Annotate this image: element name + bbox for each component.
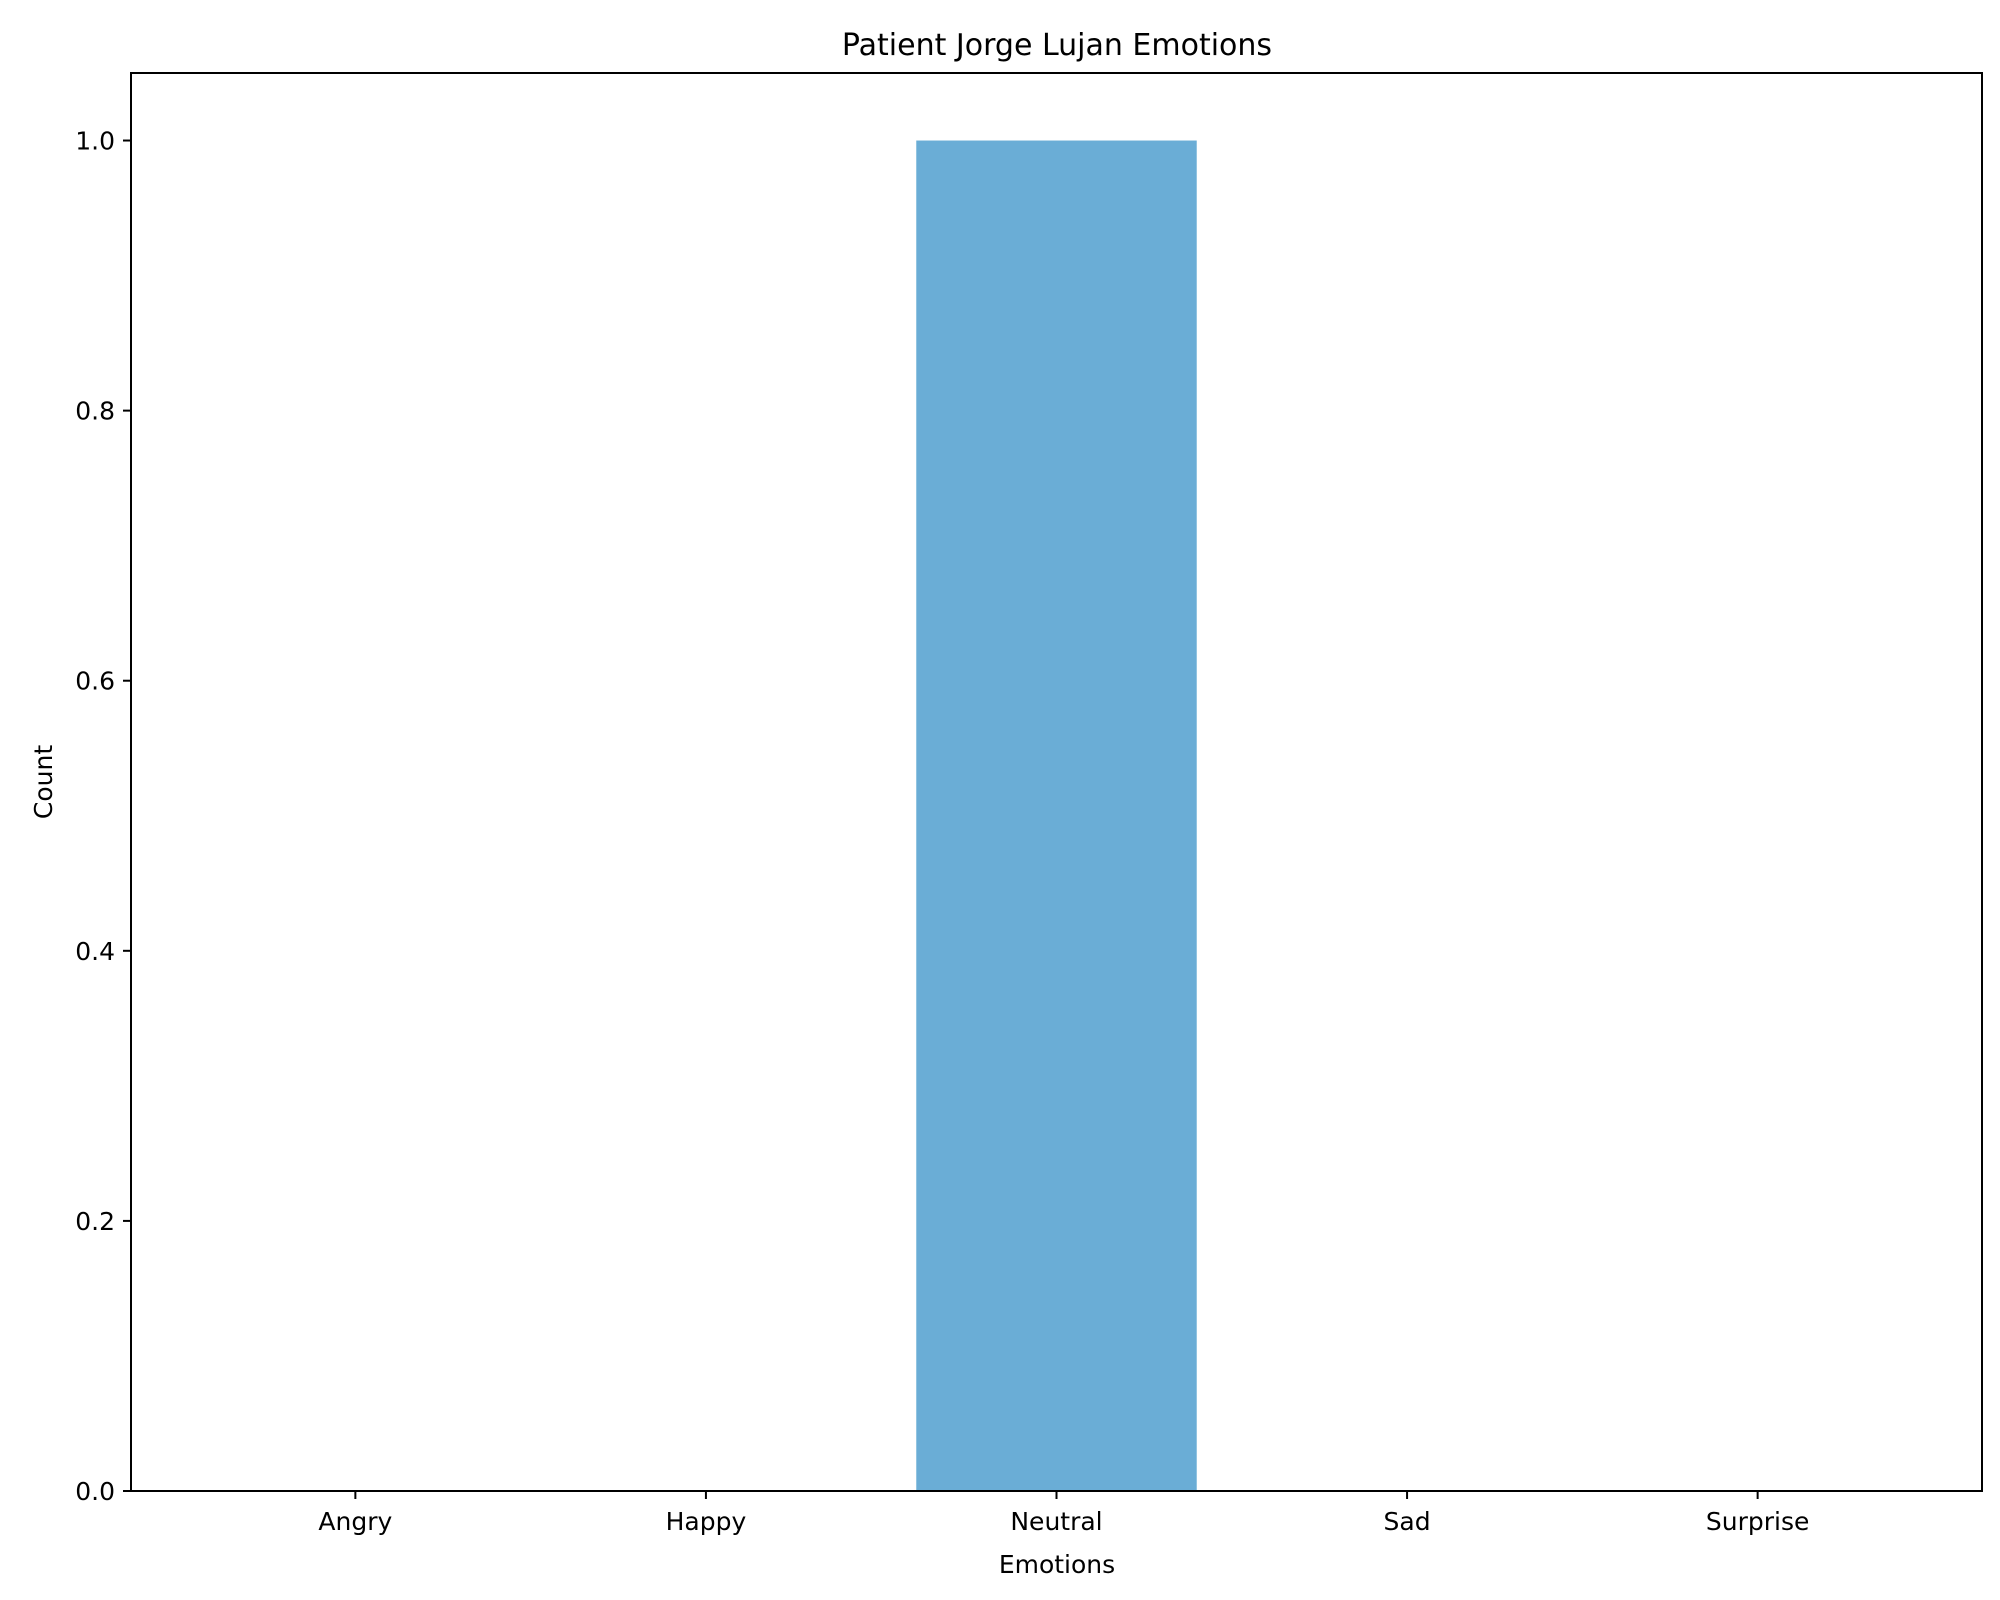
y-axis-label: Count [29, 745, 58, 819]
y-tick-label: 0.6 [75, 667, 115, 696]
y-tick-label: 0.4 [75, 937, 115, 966]
y-tick-label: 0.0 [75, 1477, 115, 1506]
y-tick-label: 0.2 [75, 1207, 115, 1236]
bars [916, 140, 1197, 1491]
x-tick-label: Angry [318, 1507, 392, 1536]
y-tick-label: 0.8 [75, 397, 115, 426]
y-tick-label: 1.0 [75, 127, 115, 156]
x-tick-label: Surprise [1706, 1507, 1810, 1536]
x-tick-label: Happy [666, 1507, 747, 1536]
y-axis-ticks: 0.0 0.2 0.4 0.6 0.8 1.0 [75, 127, 131, 1506]
x-tick-label: Sad [1384, 1507, 1431, 1536]
plot-area [130, 72, 1983, 1492]
x-axis-label: Emotions [999, 1550, 1115, 1579]
x-axis-ticks: Angry Happy Neutral Sad Surprise [318, 1491, 1809, 1536]
x-tick-label: Neutral [1010, 1507, 1102, 1536]
bar-neutral [916, 140, 1197, 1491]
chart-title: Patient Jorge Lujan Emotions [842, 28, 1272, 63]
